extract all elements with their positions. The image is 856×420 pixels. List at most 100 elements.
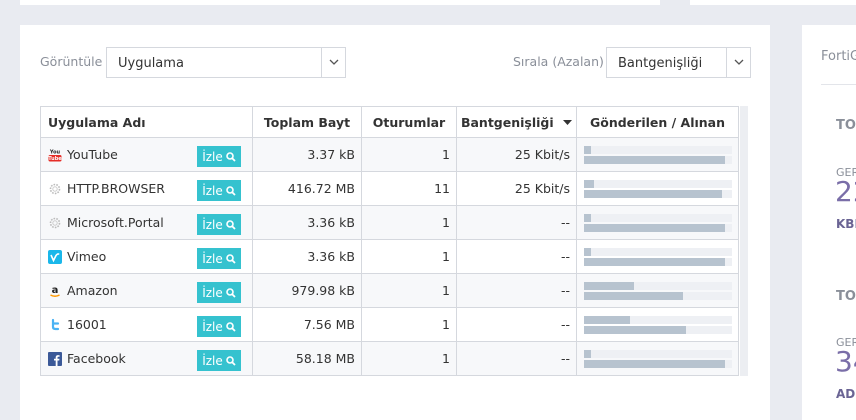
app-name: Microsoft.Portal: [67, 215, 164, 230]
total-bytes-cell: 3.37 kB: [252, 137, 362, 172]
gear-icon: [48, 182, 62, 196]
svg-text:Tube: Tube: [48, 156, 62, 162]
search-icon: [225, 355, 236, 366]
bandwidth-cell: --: [456, 341, 577, 376]
sent-bar-fill: [584, 179, 595, 188]
column-header-sent-received[interactable]: Gönderilen / Alınan: [576, 106, 739, 138]
received-bar: [584, 189, 732, 198]
total-bytes-cell: 3.36 kB: [252, 205, 362, 240]
column-header-bandwidth[interactable]: Bantgenişliği: [456, 106, 577, 138]
search-icon: [225, 253, 236, 264]
table-row[interactable]: HTTP.BROWSER İzle 416.72 MB 11 25 Kbit/s: [40, 171, 739, 206]
sent-received-cell: [576, 341, 739, 376]
sessions-cell: 1: [361, 307, 457, 342]
chevron-down-icon: [726, 48, 750, 77]
bandwidth-cell: --: [456, 239, 577, 274]
app-name-cell: 16001 İzle: [40, 307, 253, 342]
app-name-cell: Facebook İzle: [40, 341, 253, 376]
sort-select[interactable]: Bantgenişliği: [606, 47, 751, 78]
side-section-2-label: GER: [836, 336, 856, 349]
sessions-cell: 1: [361, 205, 457, 240]
side-panel-title: FortiG: [821, 49, 856, 64]
bandwidth-cell: --: [456, 273, 577, 308]
table-scrollbar[interactable]: [740, 106, 748, 376]
side-section-1-value: 22: [835, 175, 856, 208]
sessions-cell: 1: [361, 239, 457, 274]
table-row[interactable]: Microsoft.Portal İzle 3.36 kB 1 --: [40, 205, 739, 240]
watch-button-label: İzle: [202, 319, 223, 334]
received-bar-fill: [584, 155, 725, 164]
received-bar: [584, 359, 732, 368]
total-bytes-cell: 58.18 MB: [252, 341, 362, 376]
app-name: Vimeo: [67, 249, 107, 264]
sent-bar-fill: [584, 247, 592, 256]
top-card-right: [690, 0, 856, 5]
applications-table: Uygulama Adı Toplam Bayt Oturumlar Bantg…: [40, 106, 739, 376]
sent-bar-fill: [584, 315, 630, 324]
side-section-2-title: TO: [836, 289, 856, 304]
view-select[interactable]: Uygulama: [106, 47, 346, 78]
watch-button-label: İzle: [202, 183, 223, 198]
sent-bar-fill: [584, 145, 592, 154]
table-row[interactable]: Vimeo İzle 3.36 kB 1 --: [40, 239, 739, 274]
app-name: 16001: [67, 317, 107, 332]
sent-received-cell: [576, 239, 739, 274]
table-row[interactable]: 16001 İzle 7.56 MB 1 --: [40, 307, 739, 342]
watch-button[interactable]: İzle: [197, 316, 241, 337]
sort-desc-icon: [563, 120, 573, 125]
app-name: Amazon: [67, 283, 118, 298]
bandwidth-cell: --: [456, 205, 577, 240]
watch-button-label: İzle: [202, 149, 223, 164]
sent-bar: [584, 213, 732, 222]
table-row[interactable]: You Tube YouTube İzle 3.37 kB 1 25 Kbit/s: [40, 137, 739, 172]
table-row[interactable]: Facebook İzle 58.18 MB 1 --: [40, 341, 739, 376]
app-name: Facebook: [67, 351, 126, 366]
app-name-cell: HTTP.BROWSER İzle: [40, 171, 253, 206]
received-bar-fill: [584, 325, 687, 334]
watch-button[interactable]: İzle: [197, 180, 241, 201]
received-bar-fill: [584, 291, 684, 300]
search-icon: [225, 219, 236, 230]
sent-bar: [584, 145, 732, 154]
received-bar-fill: [584, 223, 725, 232]
watch-button[interactable]: İzle: [197, 282, 241, 303]
side-section-1-unit: KBI: [836, 217, 856, 231]
amazon-icon: a: [48, 284, 62, 298]
sessions-cell: 11: [361, 171, 457, 206]
sent-received-cell: [576, 205, 739, 240]
total-bytes-cell: 979.98 kB: [252, 273, 362, 308]
sort-select-value: Bantgenişliği: [618, 56, 703, 71]
watch-button[interactable]: İzle: [197, 350, 241, 371]
watch-button[interactable]: İzle: [197, 214, 241, 235]
top-card-left: [20, 0, 660, 5]
sent-received-cell: [576, 137, 739, 172]
search-icon: [225, 321, 236, 332]
bandwidth-cell: --: [456, 307, 577, 342]
watch-button-label: İzle: [202, 217, 223, 232]
youtube-icon: You Tube: [48, 148, 62, 162]
search-icon: [225, 185, 236, 196]
search-icon: [225, 151, 236, 162]
side-section-2-value: 34: [835, 345, 856, 378]
bandwidth-cell: 25 Kbit/s: [456, 171, 577, 206]
applications-panel: Görüntüle Uygulama Sırala (Azalan) Bantg…: [20, 25, 770, 420]
divider: [821, 84, 856, 85]
column-header-total-bytes[interactable]: Toplam Bayt: [252, 106, 362, 138]
sent-bar-fill: [584, 349, 592, 358]
sent-bar: [584, 315, 732, 324]
table-row[interactable]: a Amazon İzle 979.98 kB 1 --: [40, 273, 739, 308]
total-bytes-cell: 3.36 kB: [252, 239, 362, 274]
side-section-2-unit: AD: [836, 387, 856, 401]
column-header-app-name[interactable]: Uygulama Adı: [40, 106, 253, 138]
app-name: YouTube: [67, 147, 118, 162]
received-bar-fill: [584, 359, 725, 368]
watch-button[interactable]: İzle: [197, 248, 241, 269]
received-bar: [584, 155, 732, 164]
column-header-sessions[interactable]: Oturumlar: [361, 106, 457, 138]
total-bytes-cell: 7.56 MB: [252, 307, 362, 342]
watch-button[interactable]: İzle: [197, 146, 241, 167]
watch-button-label: İzle: [202, 251, 223, 266]
total-bytes-cell: 416.72 MB: [252, 171, 362, 206]
side-panel: FortiG TO GER 22 KBI TO GER 34 AD: [802, 25, 856, 420]
sent-bar: [584, 247, 732, 256]
